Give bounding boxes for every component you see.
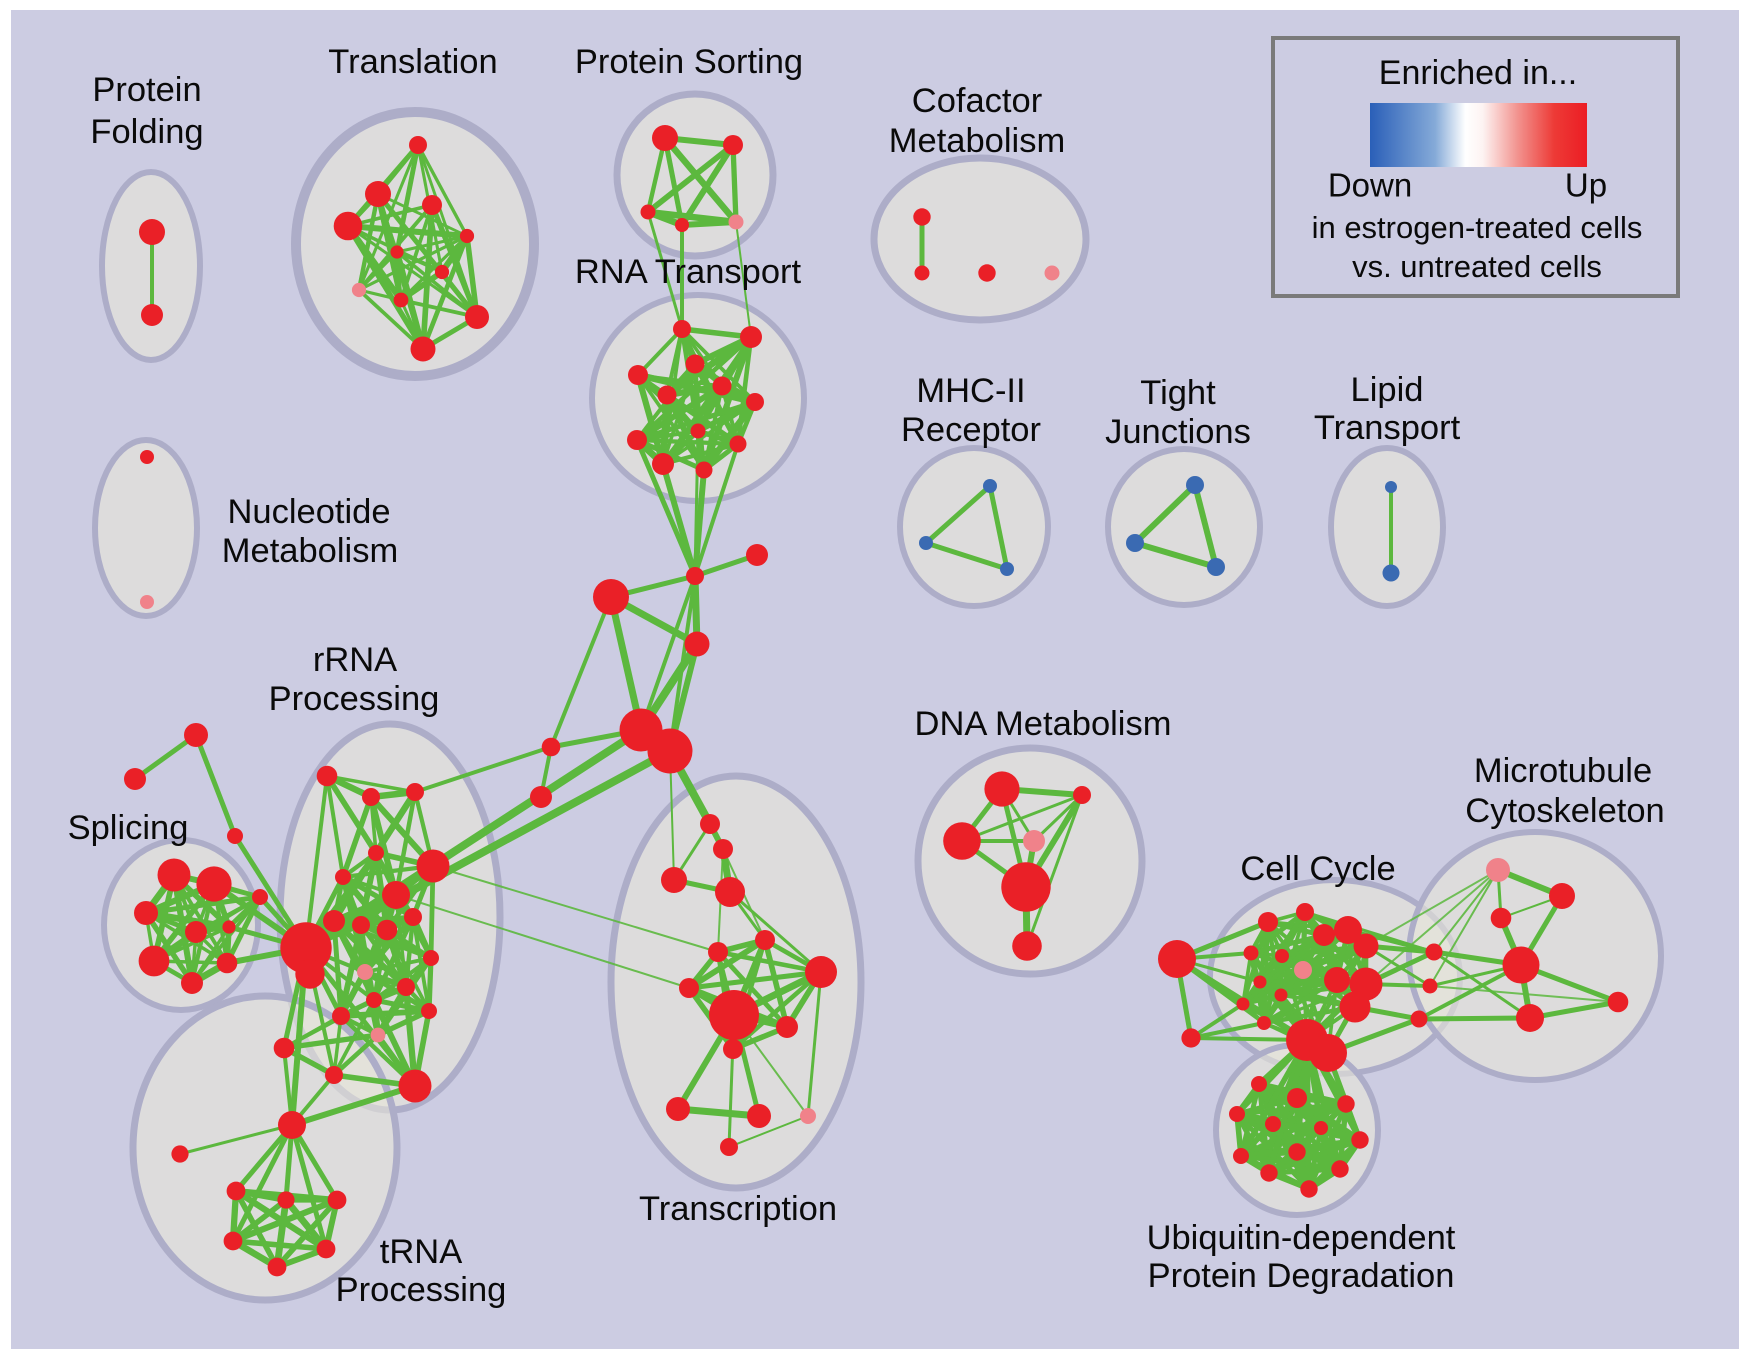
svg-text:MHC-II: MHC-II [916, 372, 1025, 410]
svg-text:Processing: Processing [336, 1271, 507, 1309]
svg-text:Protein Sorting: Protein Sorting [575, 43, 803, 81]
svg-text:Microtubule: Microtubule [1474, 752, 1652, 790]
svg-text:Nucleotide: Nucleotide [227, 493, 390, 531]
svg-text:rRNA: rRNA [313, 641, 397, 679]
svg-text:Translation: Translation [328, 43, 497, 81]
svg-text:Metabolism: Metabolism [222, 532, 398, 570]
svg-text:tRNA: tRNA [380, 1233, 462, 1271]
svg-text:Lipid: Lipid [1351, 371, 1424, 409]
svg-text:Down: Down [1328, 167, 1412, 204]
svg-text:Protein: Protein [92, 71, 201, 109]
svg-text:Processing: Processing [269, 680, 440, 718]
svg-text:vs. untreated cells: vs. untreated cells [1352, 249, 1602, 284]
svg-text:Splicing: Splicing [68, 809, 189, 847]
svg-text:Receptor: Receptor [901, 411, 1041, 449]
svg-text:Transport: Transport [1314, 409, 1461, 447]
svg-text:Transcription: Transcription [639, 1190, 837, 1228]
svg-text:Enriched in...: Enriched in... [1379, 54, 1577, 92]
svg-text:Metabolism: Metabolism [889, 122, 1065, 160]
svg-text:Cofactor: Cofactor [912, 82, 1042, 120]
svg-text:DNA Metabolism: DNA Metabolism [915, 705, 1172, 743]
svg-text:Protein Degradation: Protein Degradation [1148, 1257, 1455, 1295]
svg-text:Ubiquitin-dependent: Ubiquitin-dependent [1147, 1219, 1456, 1257]
svg-text:Folding: Folding [90, 113, 203, 151]
svg-text:Junctions: Junctions [1105, 413, 1251, 451]
svg-text:Cytoskeleton: Cytoskeleton [1465, 792, 1664, 830]
svg-text:Up: Up [1565, 167, 1607, 204]
svg-text:in estrogen-treated cells: in estrogen-treated cells [1312, 210, 1643, 245]
svg-text:RNA Transport: RNA Transport [575, 253, 802, 291]
svg-text:Tight: Tight [1140, 374, 1216, 412]
svg-text:Cell Cycle: Cell Cycle [1240, 850, 1395, 888]
